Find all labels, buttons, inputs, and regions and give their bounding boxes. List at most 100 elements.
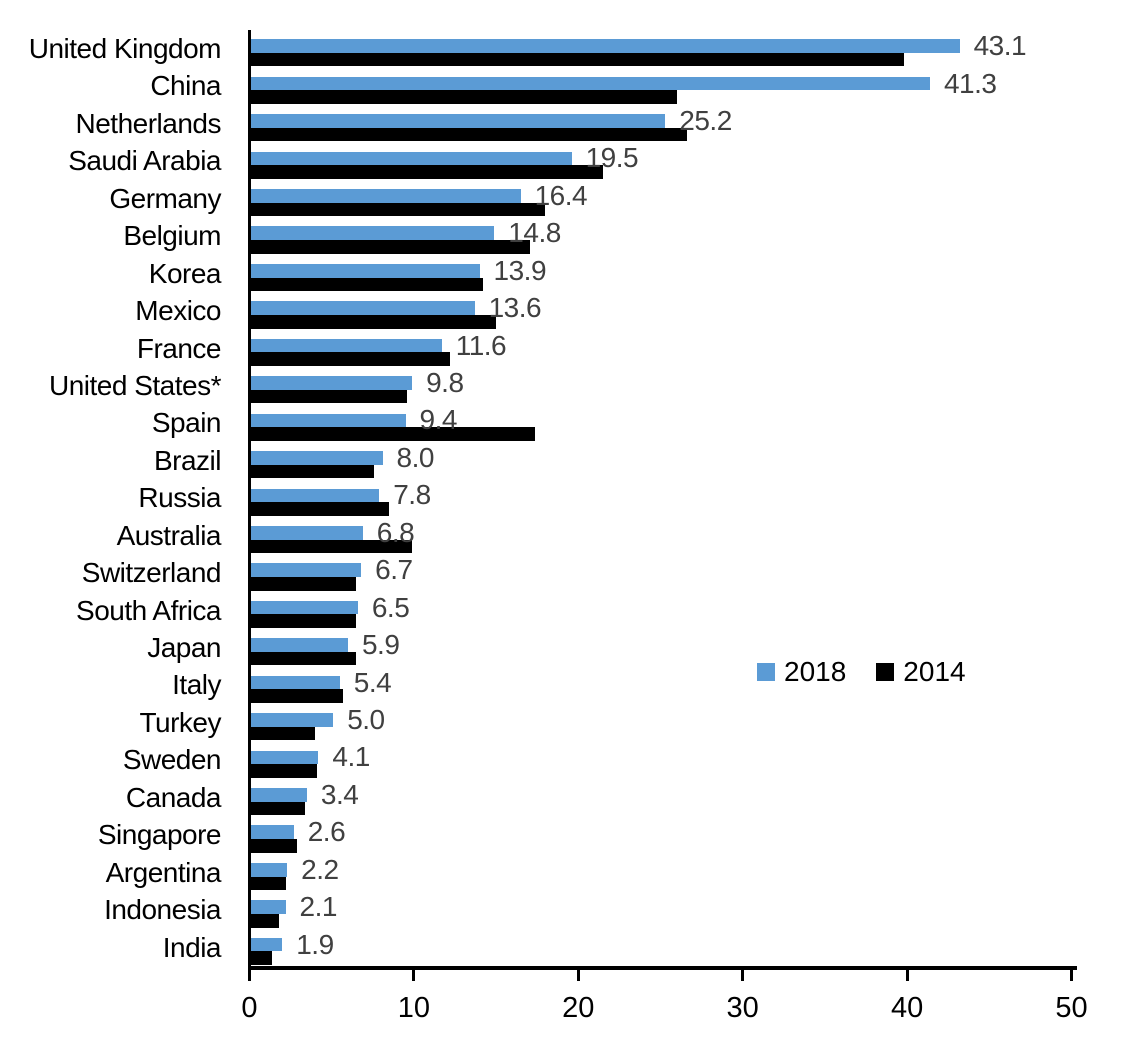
category-label: Belgium xyxy=(123,220,221,252)
value-label: 3.4 xyxy=(320,778,359,810)
bar-2018-France xyxy=(251,338,442,353)
bar-track-2018: 43.1 xyxy=(251,32,1073,60)
bar-2018-Korea xyxy=(251,263,480,278)
y-axis-line xyxy=(248,30,251,967)
bar-2014-Saudi Arabia xyxy=(251,165,603,179)
bar-track-2018: 4.1 xyxy=(251,743,1073,771)
bar-2014-Russia xyxy=(251,502,390,516)
bar-track-2018: 9.8 xyxy=(251,369,1073,397)
bar-row: Argentina 2.2 xyxy=(0,854,1123,891)
bar-track-2014 xyxy=(251,539,1073,554)
bar-track-2014 xyxy=(251,577,1073,591)
bar-group: 2.6 xyxy=(251,816,1073,853)
bar-2014-Switzerland xyxy=(251,577,357,591)
bar-group: 6.7 xyxy=(251,554,1073,591)
category-label: Mexico xyxy=(135,295,221,327)
bar-2018-Netherlands xyxy=(251,114,666,128)
bar-row: Australia 6.8 xyxy=(0,517,1123,554)
bar-2014-South Africa xyxy=(251,614,357,629)
bar-track-2018: 3.4 xyxy=(251,780,1073,808)
bar-2014-France xyxy=(251,352,450,366)
bar-row: Canada 3.4 xyxy=(0,779,1123,816)
bar-2018-Brazil xyxy=(251,451,383,465)
bar-2014-United Kingdom xyxy=(251,52,904,67)
bar-track-2014 xyxy=(251,389,1073,404)
bar-2014-Australia xyxy=(251,539,413,554)
x-tick-40 xyxy=(905,968,909,981)
category-label: Turkey xyxy=(139,706,221,738)
bar-track-2014 xyxy=(251,52,1073,67)
bar-row: Saudi Arabia 19.5 xyxy=(0,142,1123,179)
bar-2018-Russia xyxy=(251,488,380,503)
bar-group: 13.9 xyxy=(251,255,1073,292)
bar-group: 43.1 xyxy=(251,30,1073,67)
bar-group: 13.6 xyxy=(251,292,1073,329)
bar-track-2014 xyxy=(251,726,1073,741)
category-label: United States* xyxy=(49,369,222,401)
category-label: South Africa xyxy=(76,594,221,626)
bar-track-2014 xyxy=(251,614,1073,629)
bar-track-2018: 6.7 xyxy=(251,556,1073,584)
bar-track-2018: 2.1 xyxy=(251,893,1073,921)
plot-rows: United Kingdom 43.1 China 41.3 Netherlands 25… xyxy=(0,30,1123,966)
bar-2018-Sweden xyxy=(251,750,319,765)
bar-2018-Switzerland xyxy=(251,563,362,578)
value-label: 13.9 xyxy=(493,254,547,286)
bar-2018-Mexico xyxy=(251,301,475,315)
value-label: 9.8 xyxy=(426,367,464,399)
bar-row: China 41.3 xyxy=(0,67,1123,104)
bar-track-2018: 25.2 xyxy=(251,106,1073,134)
bar-2018-Australia xyxy=(251,525,363,540)
bar-track-2014 xyxy=(251,801,1073,816)
x-tick-label-50: 50 xyxy=(1055,992,1088,1024)
bar-track-2014 xyxy=(251,240,1073,254)
bar-row: Mexico 13.6 xyxy=(0,292,1123,329)
bar-2014-Argentina xyxy=(251,876,286,891)
category-label: Sweden xyxy=(122,744,222,776)
bar-2018-Argentina xyxy=(251,862,288,877)
bar-track-2018: 6.5 xyxy=(251,593,1073,621)
bar-track-2014 xyxy=(251,202,1073,217)
legend-swatch-2014 xyxy=(876,663,895,681)
bar-track-2018: 7.8 xyxy=(251,481,1073,509)
category-label: Brazil xyxy=(153,444,222,476)
x-tick-30 xyxy=(741,968,745,981)
bar-row: Switzerland 6.7 xyxy=(0,554,1123,591)
x-tick-20 xyxy=(576,968,580,981)
bar-2018-Italy xyxy=(251,675,340,690)
bar-group: 9.4 xyxy=(251,404,1073,441)
bar-2018-South Africa xyxy=(251,600,358,615)
bar-track-2018: 2.6 xyxy=(251,818,1073,846)
bar-2014-Italy xyxy=(251,689,344,703)
bar-row: France 11.6 xyxy=(0,330,1123,367)
bar-track-2018: 14.8 xyxy=(251,219,1073,247)
category-label: Japan xyxy=(147,632,221,663)
bar-group: 4.1 xyxy=(251,741,1073,778)
bar-group: 25.2 xyxy=(251,105,1073,142)
bar-track-2018: 9.4 xyxy=(251,406,1073,434)
value-label: 6.8 xyxy=(376,516,415,548)
bar-track-2018: 11.6 xyxy=(251,331,1073,359)
category-label: Argentina xyxy=(105,856,222,888)
x-tick-10 xyxy=(412,968,416,981)
value-label: 6.7 xyxy=(375,554,413,586)
bar-track-2018: 19.5 xyxy=(251,144,1073,172)
bar-2018-Indonesia xyxy=(251,900,286,914)
bar-2014-Sweden xyxy=(251,764,317,778)
category-label: Germany xyxy=(109,182,221,214)
bar-group: 1.9 xyxy=(251,929,1073,966)
value-label: 6.5 xyxy=(371,591,410,623)
value-label: 7.8 xyxy=(393,479,431,511)
bar-row: United States* 9.8 xyxy=(0,367,1123,404)
bar-2014-United States* xyxy=(251,389,408,404)
bar-track-2014 xyxy=(251,913,1073,928)
bar-track-2018: 41.3 xyxy=(251,69,1073,97)
bar-2018-Saudi Arabia xyxy=(251,151,572,166)
bar-2014-Spain xyxy=(251,427,536,441)
category-label: Spain xyxy=(151,407,222,439)
bar-track-2014 xyxy=(251,689,1073,703)
value-label: 5.4 xyxy=(353,666,392,698)
category-label: Singapore xyxy=(97,819,222,851)
bar-track-2014 xyxy=(251,464,1073,479)
